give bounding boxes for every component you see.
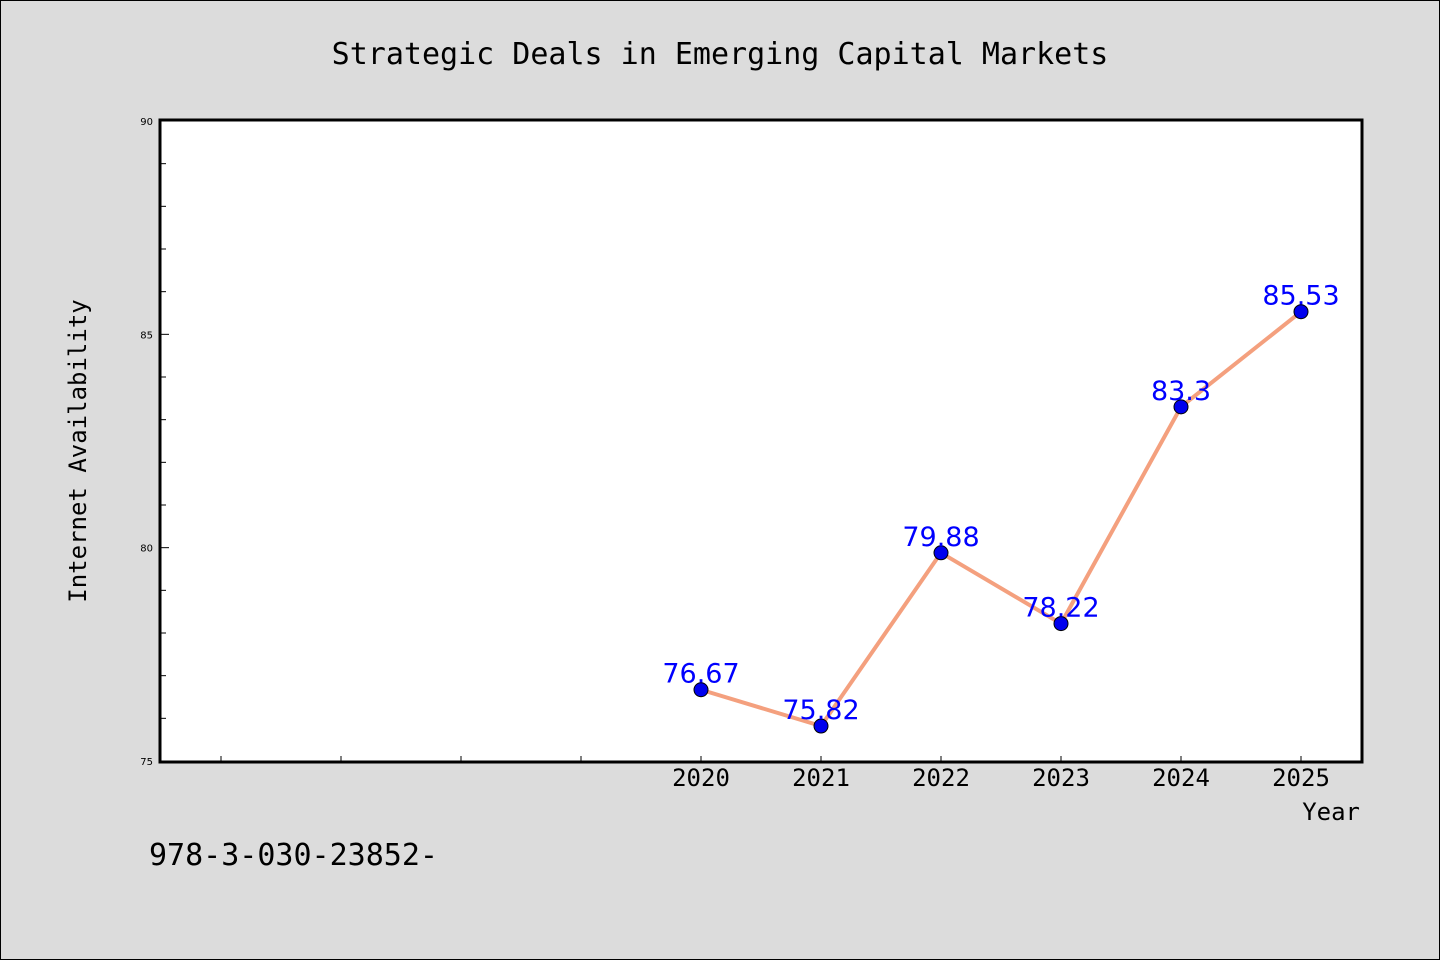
data-label: 76.67 — [662, 659, 739, 690]
x-tick-label: 2021 — [792, 764, 850, 792]
data-label: 79.88 — [902, 522, 979, 553]
x-tick-label: 2024 — [1152, 764, 1210, 792]
series-group: 76.67 75.82 79.88 78.22 83.3 85.53 — [662, 281, 1340, 734]
data-point-marker — [1173, 399, 1189, 415]
data-point-marker — [1293, 304, 1309, 320]
data-label: 83.3 — [1151, 376, 1211, 407]
y-axis-label: Internet Availability — [64, 299, 92, 602]
data-point-marker — [933, 545, 949, 561]
y-tick-label: 90 — [140, 117, 153, 128]
x-tick-label: 2022 — [912, 764, 970, 792]
y-axis-ticks: 75 80 85 90 — [140, 117, 169, 768]
chart-title: Strategic Deals in Emerging Capital Mark… — [332, 37, 1109, 72]
data-point-marker — [813, 718, 829, 734]
x-axis-ticks: 2020 2021 2022 2023 2024 2025 — [220, 756, 1330, 792]
y-tick-label: 75 — [140, 757, 153, 768]
y-tick-label: 85 — [140, 330, 153, 341]
data-point-marker — [1053, 616, 1069, 632]
series-line — [700, 310, 1303, 729]
x-axis-label: Year — [1302, 798, 1360, 826]
footnote-text: 978-3-030-23852- — [149, 838, 438, 873]
x-tick-label: 2023 — [1032, 764, 1090, 792]
y-tick-label: 80 — [140, 544, 153, 555]
data-label: 75.82 — [782, 695, 859, 726]
data-point-marker — [693, 682, 709, 698]
data-label: 78.22 — [1022, 593, 1099, 624]
plot-area — [158, 118, 1364, 764]
x-tick-label: 2020 — [672, 764, 730, 792]
x-tick-label: 2025 — [1272, 764, 1330, 792]
data-label: 85.53 — [1262, 281, 1339, 312]
